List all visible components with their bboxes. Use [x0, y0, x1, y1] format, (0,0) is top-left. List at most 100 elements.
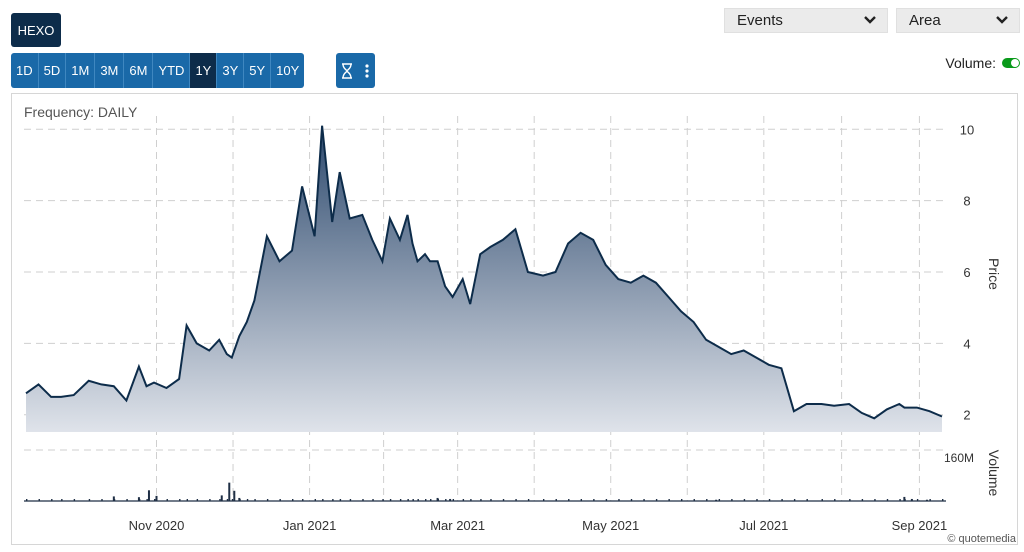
volume-bar	[886, 499, 889, 501]
more-options-icon[interactable]	[358, 53, 375, 88]
volume-bar	[88, 499, 91, 501]
range-button-3y[interactable]: 3Y	[217, 53, 245, 88]
volume-bar	[238, 497, 241, 501]
volume-bar	[903, 496, 906, 501]
volume-bar	[718, 499, 721, 501]
volume-bar	[452, 499, 455, 501]
volume-bar	[51, 499, 53, 501]
volume-bar	[382, 499, 384, 501]
volume-bar	[743, 499, 746, 501]
volume-bar	[302, 499, 304, 501]
volume-bar	[155, 495, 158, 501]
volume-bar	[254, 499, 256, 501]
volume-bar	[861, 499, 864, 501]
volume-bar	[910, 498, 913, 501]
volume-bar	[731, 499, 733, 501]
ticker-symbol[interactable]: HEXO	[11, 13, 61, 47]
range-button-1m[interactable]: 1M	[66, 53, 96, 88]
volume-bar	[618, 499, 620, 501]
y-tick-label: 8	[963, 194, 970, 209]
volume-bar	[153, 499, 156, 501]
range-button-ytd[interactable]: YTD	[153, 53, 191, 88]
range-button-6m[interactable]: 6M	[124, 53, 154, 88]
range-button-1d[interactable]: 1D	[11, 53, 39, 88]
volume-bar	[372, 499, 374, 501]
volume-bar	[942, 499, 944, 501]
volume-bar	[605, 499, 608, 501]
watermark: © quotemedia	[947, 533, 1017, 544]
volume-bar	[292, 499, 294, 501]
volume-bar	[38, 499, 40, 501]
volume-bar	[61, 499, 63, 501]
range-button-1y[interactable]: 1Y	[190, 53, 218, 88]
y-tick-label: 2	[963, 408, 970, 423]
x-tick-label: May 2021	[582, 518, 639, 533]
volume-bar	[166, 499, 168, 501]
volume-bar	[490, 499, 492, 501]
volume-toggle[interactable]: Volume:	[945, 55, 1020, 71]
volume-bar	[147, 490, 150, 501]
y-tick-label: 6	[963, 265, 970, 280]
volume-bar	[314, 499, 317, 501]
volume-bar	[228, 482, 231, 501]
range-button-10y[interactable]: 10Y	[276, 63, 300, 78]
hourglass-icon[interactable]	[336, 53, 358, 88]
price-chart[interactable]: 2 4 6 8 10 Nov 2020 Jan 2021 Mar 2021 May 2021 Ju…	[12, 94, 1017, 545]
chart-panel: 2 4 6 8 10 Nov 2020 Jan 2021 Mar 2021 May 2021 Ju…	[11, 93, 1018, 545]
volume-bar	[821, 499, 823, 501]
range-button-5d[interactable]: 5D	[39, 53, 67, 88]
chart-tools	[336, 53, 375, 88]
volume-tick: 160M	[944, 451, 974, 465]
volume-bar	[555, 499, 557, 501]
chevron-down-icon	[863, 13, 877, 28]
volume-bar	[332, 499, 334, 501]
volume-bar	[756, 499, 758, 501]
volume-bar	[449, 498, 452, 501]
volume-bar	[112, 496, 115, 501]
y-tick-label: 10	[960, 122, 974, 137]
volume-bar	[849, 499, 851, 501]
x-tick-label: Jan 2021	[283, 518, 337, 533]
y-axis-title: Price	[986, 258, 1002, 290]
x-tick-label: Nov 2020	[129, 518, 185, 533]
volume-bar	[916, 499, 919, 501]
volume-bar	[445, 499, 447, 501]
volume-bar	[349, 499, 352, 501]
volume-bar	[246, 499, 249, 501]
volume-bar	[101, 499, 103, 501]
volume-bar	[515, 499, 517, 501]
y-tick-label: 4	[963, 336, 970, 351]
volume-bar	[527, 499, 530, 501]
volume-bar	[806, 499, 808, 501]
volume-bar	[220, 495, 223, 501]
volume-bar	[179, 499, 181, 501]
volume-bar	[929, 499, 931, 501]
volume-bar	[417, 499, 419, 501]
chart-type-dropdown-label: Area	[909, 12, 941, 29]
volume-bar	[425, 499, 427, 501]
x-tick-label: Mar 2021	[430, 518, 485, 533]
volume-switch[interactable]	[1002, 58, 1020, 68]
volume-bar	[630, 499, 633, 501]
volume-bar	[834, 499, 836, 501]
chart-type-dropdown[interactable]: Area	[896, 8, 1020, 33]
volume-bar	[470, 499, 472, 501]
volume-bar	[925, 499, 928, 501]
volume-bar	[681, 499, 683, 501]
volume-axis-title: Volume	[986, 450, 1002, 497]
volume-bar	[233, 490, 236, 501]
volume-bar	[407, 499, 409, 501]
volume-bar	[226, 499, 229, 501]
volume-bar	[137, 497, 140, 501]
volume-bar	[480, 499, 482, 501]
volume-bar	[219, 499, 221, 501]
volume-bar	[186, 499, 189, 501]
volume-bar	[462, 499, 465, 501]
volume-bar	[781, 499, 783, 501]
events-dropdown[interactable]: Events	[724, 8, 888, 33]
volume-bar	[339, 499, 342, 501]
volume-bar	[693, 499, 695, 501]
volume-bar	[146, 499, 148, 501]
range-button-3m[interactable]: 3M	[95, 53, 125, 88]
range-button-5y[interactable]: 5Y	[244, 53, 272, 88]
